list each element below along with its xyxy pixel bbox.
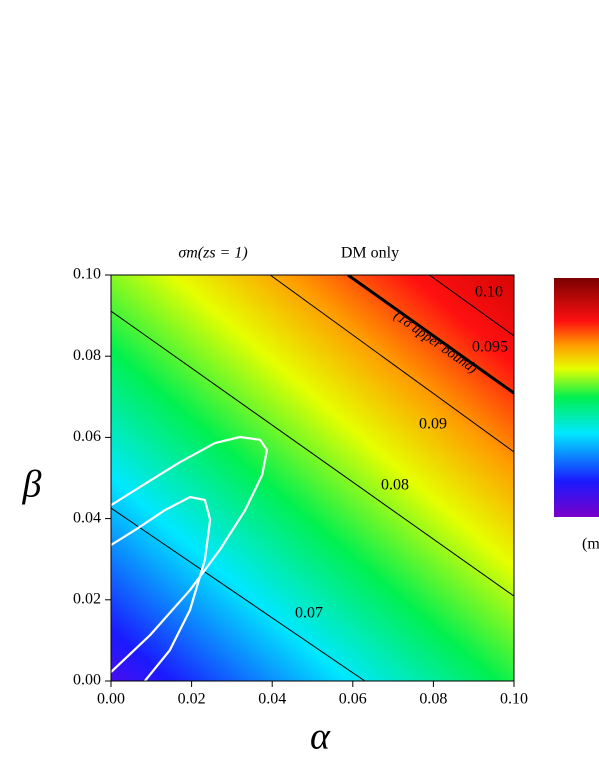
x-tick-label: 0.06	[339, 691, 367, 708]
x-axis-label: α	[310, 716, 331, 758]
y-tick-label: 0.00	[73, 672, 101, 689]
y-tick-label: 0.08	[73, 347, 101, 364]
x-tick-label: 0.10	[500, 691, 528, 708]
y-tick-label: 0.04	[73, 509, 101, 526]
contour-label: 0.07	[295, 605, 323, 622]
contour-line	[111, 310, 514, 597]
x-tick-label: 0.04	[258, 691, 286, 708]
plot-area	[111, 275, 514, 681]
contour-line	[347, 275, 514, 395]
chart-title: σm(zs = 1)	[178, 245, 247, 262]
confidence-contour	[111, 435, 269, 673]
contour-label: 0.095	[472, 339, 508, 356]
colorbar	[554, 278, 599, 517]
contour-label: 0.09	[419, 416, 447, 433]
x-tick-label: 0.00	[97, 691, 125, 708]
y-tick-label: 0.06	[73, 428, 101, 445]
contour-line	[429, 275, 514, 337]
contour-field	[111, 275, 514, 681]
contour-line	[269, 275, 514, 453]
colorbar-label: (m	[582, 536, 599, 553]
contour-line	[111, 507, 366, 681]
x-tick-label: 0.02	[178, 691, 206, 708]
x-tick-label: 0.08	[419, 691, 447, 708]
plot-frame	[110, 274, 515, 682]
y-axis-label: β	[22, 464, 42, 506]
chart-subtitle: DM only	[341, 245, 399, 262]
contour-label: 0.08	[381, 477, 409, 494]
y-tick-label: 0.02	[73, 590, 101, 607]
confidence-contour	[111, 495, 212, 681]
contour-label: 0.10	[475, 284, 503, 301]
y-tick-label: 0.10	[73, 266, 101, 283]
